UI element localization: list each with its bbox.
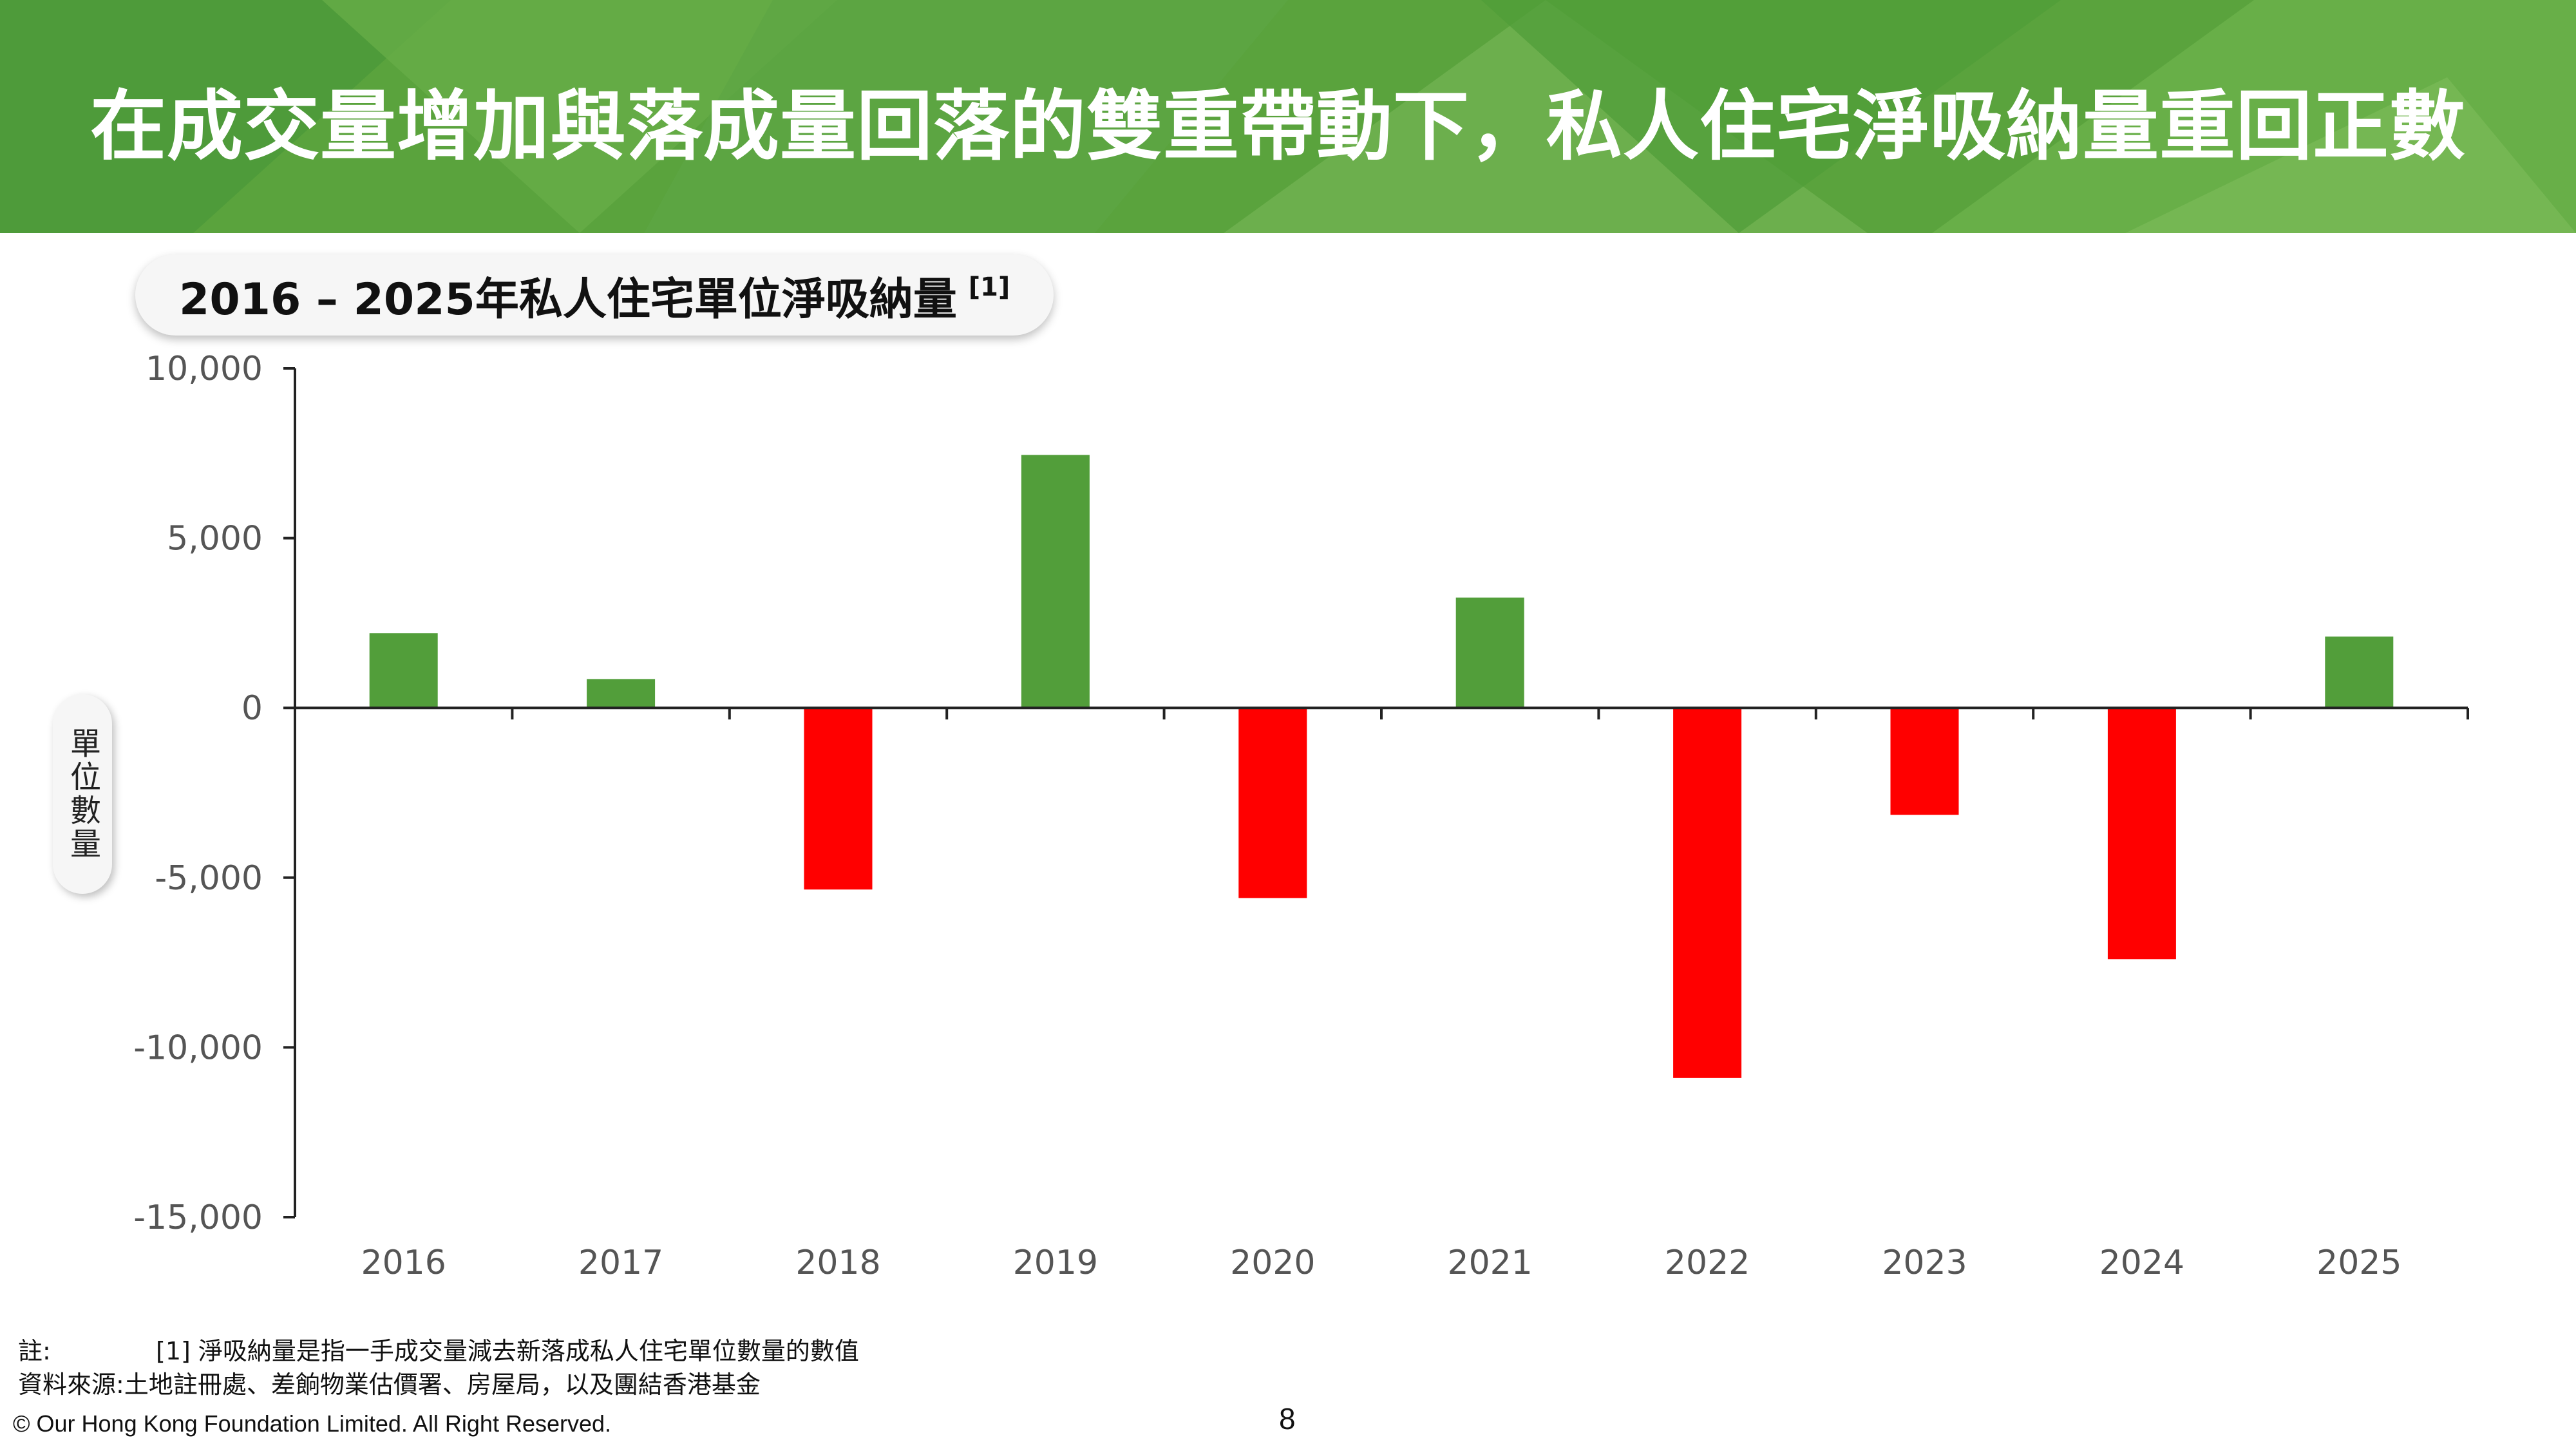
x-tick-label: 2025 [2316, 1244, 2401, 1282]
x-tick-label: 2024 [2099, 1244, 2184, 1282]
y-tick-label: 10,000 [146, 350, 263, 388]
note-row: 註: [1] 淨吸納量是指一手成交量減去新落成私人住宅單位數量的數值 [18, 1334, 859, 1368]
header-banner: 在成交量增加與落成量回落的雙重帶動下，私人住宅淨吸納量重回正數 [0, 0, 2576, 233]
bar-2017 [587, 679, 656, 708]
x-tick-label: 2020 [1230, 1244, 1315, 1282]
x-tick-label: 2018 [795, 1244, 880, 1282]
x-tick-label: 2023 [1882, 1244, 1967, 1282]
bar-2023 [1890, 708, 1959, 815]
bar-2016 [369, 633, 438, 708]
source-label: 資料來源: [18, 1370, 124, 1399]
note-label: 註: [18, 1337, 51, 1365]
y-tick-label: -5,000 [155, 859, 263, 898]
page-number: 8 [1279, 1402, 1296, 1435]
page-title: 在成交量增加與落成量回落的雙重帶動下，私人住宅淨吸納量重回正數 [90, 82, 2467, 171]
chart-title: 2016 – 2025年私人住宅單位淨吸納量 [179, 274, 957, 325]
y-axis-label: 單位數量 [64, 727, 100, 861]
copyright-text: © Our Hong Kong Foundation Limited. All … [13, 1410, 612, 1437]
x-tick-label: 2016 [361, 1244, 446, 1282]
bar-2018 [804, 708, 873, 890]
bar-2019 [1021, 455, 1090, 708]
y-tick-label: -10,000 [133, 1028, 263, 1067]
x-tick-label: 2017 [578, 1244, 663, 1282]
source-row: 資料來源: 土地註冊處、差餉物業估價署、房屋局，以及團結香港基金 [18, 1368, 859, 1401]
banner-background-shapes [0, 0, 2576, 233]
labels-group: 10,000 5,000 0 -5,000 -10,000 -15,000 2016 2017… [133, 350, 2401, 1282]
bar-2020 [1238, 708, 1307, 898]
bar-2024 [2107, 708, 2176, 960]
y-axis-label-pill: 單位數量 [53, 694, 112, 894]
chart-title-note: [1] [968, 272, 1010, 302]
bar-2025 [2325, 636, 2394, 708]
notes-block: 註: [1] 淨吸納量是指一手成交量減去新落成私人住宅單位數量的數值 資料來源:… [18, 1334, 859, 1401]
bar-2022 [1673, 708, 1742, 1078]
note-text: [1] 淨吸納量是指一手成交量減去新落成私人住宅單位數量的數值 [156, 1337, 859, 1365]
x-tick-label: 2022 [1665, 1244, 1750, 1282]
x-tick-label: 2019 [1013, 1244, 1098, 1282]
chart-title-pill: 2016 – 2025年私人住宅單位淨吸納量 [1] [135, 254, 1054, 336]
x-tick-label: 2021 [1448, 1244, 1533, 1282]
y-tick-label: 0 [242, 689, 263, 728]
y-tick-label: 5,000 [167, 520, 263, 558]
bar-chart: 10,000 5,000 0 -5,000 -10,000 -15,000 2016 2017… [133, 350, 2469, 1282]
axes-group [283, 367, 2469, 1218]
bars-group [369, 455, 2394, 1078]
bar-2021 [1455, 597, 1524, 708]
source-text: 土地註冊處、差餉物業估價署、房屋局，以及團結香港基金 [124, 1370, 761, 1399]
y-tick-label: -15,000 [133, 1198, 263, 1237]
